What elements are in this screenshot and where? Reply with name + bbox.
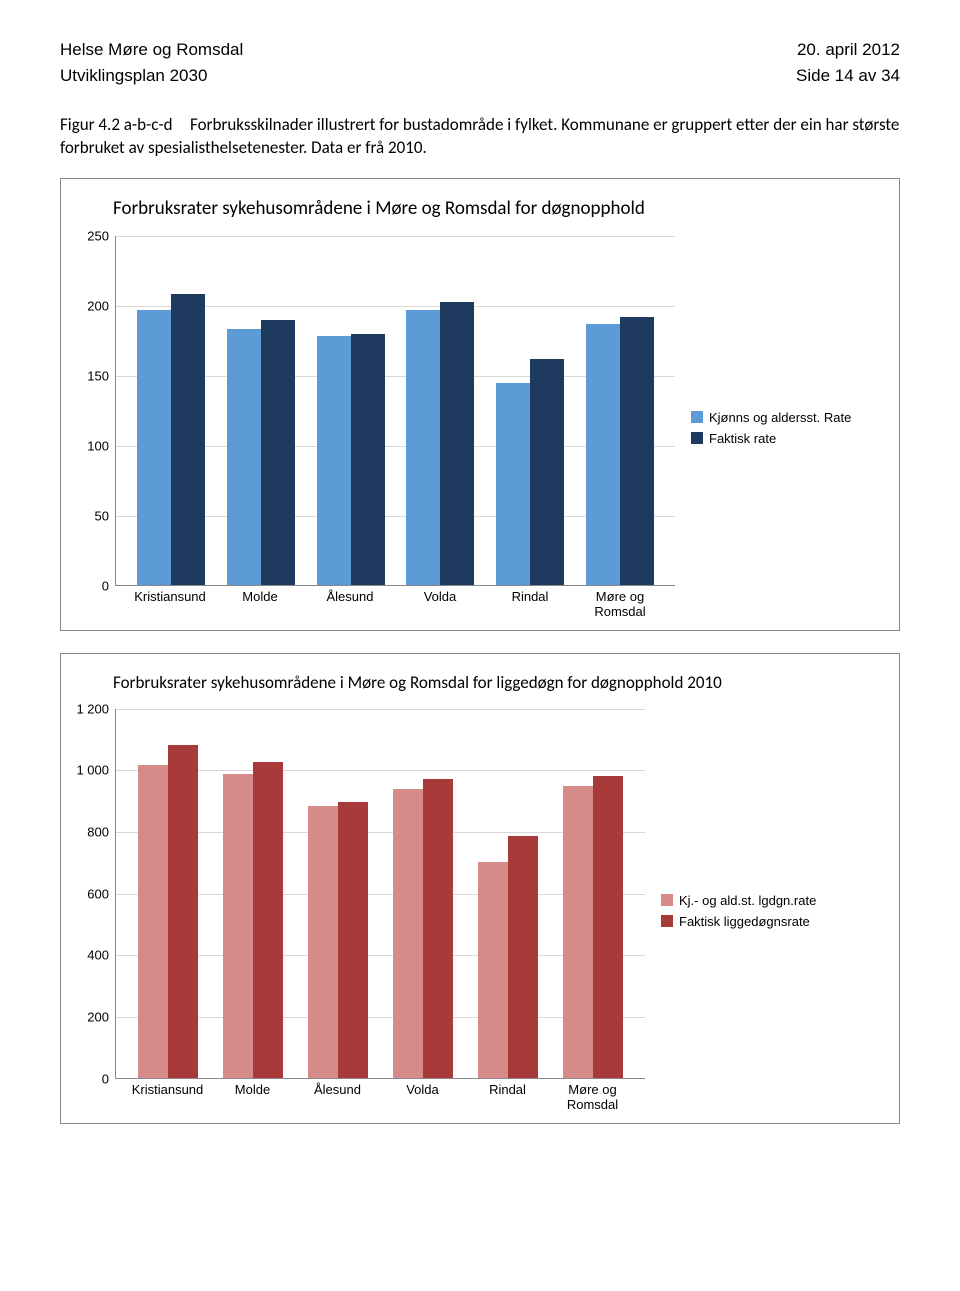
ytick-label: 800 <box>87 825 109 840</box>
xtick-label: Volda <box>396 590 484 620</box>
chart-2: Forbruksrater sykehusområdene i Møre og … <box>60 653 900 1124</box>
bar <box>308 806 338 1077</box>
legend-item: Faktisk liggedøgnsrate <box>661 914 887 929</box>
legend-swatch <box>691 432 703 444</box>
xtick-label: Rindal <box>486 590 574 620</box>
bar <box>478 862 508 1078</box>
chart-2-title: Forbruksrater sykehusområdene i Møre og … <box>113 672 887 693</box>
xtick-label: Kristiansund <box>128 1083 208 1113</box>
chart-1-xaxis: KristiansundMoldeÅlesundVoldaRindalMøre … <box>115 586 675 620</box>
chart-2-legend: Kj.- og ald.st. lgdgn.rate Faktisk ligged… <box>645 709 887 1113</box>
bar <box>138 765 168 1078</box>
ytick-label: 1 000 <box>76 763 109 778</box>
ytick-label: 600 <box>87 886 109 901</box>
bar-group <box>227 320 295 585</box>
bar <box>530 359 564 584</box>
bar <box>317 336 351 585</box>
xtick-label: Møre og Romsdal <box>553 1083 633 1113</box>
bar-group <box>496 359 564 584</box>
bar <box>620 317 654 584</box>
ytick-label: 200 <box>87 1010 109 1025</box>
xtick-label: Kristiansund <box>126 590 214 620</box>
bar <box>508 836 538 1078</box>
bar <box>338 802 368 1078</box>
bar-group <box>138 745 198 1078</box>
bar <box>253 762 283 1078</box>
ytick-label: 0 <box>102 1071 109 1086</box>
header-page: Side 14 av 34 <box>796 66 900 86</box>
xtick-label: Rindal <box>468 1083 548 1113</box>
ytick-label: 100 <box>87 438 109 453</box>
bar <box>496 383 530 585</box>
ytick-label: 400 <box>87 948 109 963</box>
legend-label: Faktisk rate <box>709 431 776 446</box>
bar <box>393 789 423 1077</box>
legend-label: Kj.- og ald.st. lgdgn.rate <box>679 893 816 908</box>
legend-swatch <box>661 894 673 906</box>
bar <box>171 294 205 585</box>
bar-group <box>586 317 654 584</box>
bar <box>593 776 623 1078</box>
chart-1-title: Forbruksrater sykehusområdene i Møre og … <box>113 197 887 220</box>
bar <box>137 310 171 584</box>
bar <box>406 310 440 584</box>
xtick-label: Møre ogRomsdal <box>576 590 664 620</box>
legend-item: Kjønns og aldersst. Rate <box>691 410 887 425</box>
ytick-label: 1 200 <box>76 701 109 716</box>
chart-1-legend: Kjønns og aldersst. Rate Faktisk rate <box>675 236 887 620</box>
bar-group <box>563 776 623 1078</box>
header-plan: Utviklingsplan 2030 <box>60 66 207 86</box>
bar <box>351 334 385 585</box>
legend-label: Faktisk liggedøgnsrate <box>679 914 810 929</box>
ytick-label: 250 <box>87 228 109 243</box>
bar <box>440 302 474 585</box>
legend-item: Faktisk rate <box>691 431 887 446</box>
bar <box>227 329 261 585</box>
chart-2-xaxis: KristiansundMoldeÅlesundVoldaRindalMøre … <box>115 1079 645 1113</box>
bar <box>168 745 198 1078</box>
chart-1: Forbruksrater sykehusområdene i Møre og … <box>60 178 900 631</box>
legend-item: Kj.- og ald.st. lgdgn.rate <box>661 893 887 908</box>
header-org: Helse Møre og Romsdal <box>60 40 243 60</box>
bar-group <box>317 334 385 585</box>
bar <box>223 774 253 1078</box>
chart-2-plot <box>115 709 645 1079</box>
bar-group <box>223 762 283 1078</box>
figure-number: Figur 4.2 a-b-c-d <box>60 114 190 137</box>
ytick-label: 200 <box>87 298 109 313</box>
bar <box>261 320 295 585</box>
bar-group <box>393 779 453 1078</box>
legend-swatch <box>691 411 703 423</box>
ytick-label: 0 <box>102 578 109 593</box>
legend-label: Kjønns og aldersst. Rate <box>709 410 851 425</box>
xtick-label: Ålesund <box>298 1083 378 1113</box>
figure-caption: Figur 4.2 a-b-c-dForbruksskilnader illus… <box>60 114 900 160</box>
bar-group <box>137 294 205 585</box>
xtick-label: Molde <box>213 1083 293 1113</box>
header-date: 20. april 2012 <box>797 40 900 60</box>
xtick-label: Volda <box>383 1083 463 1113</box>
bar <box>563 786 593 1077</box>
chart-1-yaxis: 050100150200250 <box>73 236 115 586</box>
bar-group <box>478 836 538 1078</box>
bar-group <box>308 802 368 1078</box>
ytick-label: 50 <box>95 508 109 523</box>
chart-2-yaxis: 02004006008001 0001 200 <box>73 709 115 1079</box>
bar <box>423 779 453 1078</box>
legend-swatch <box>661 915 673 927</box>
bar <box>586 324 620 584</box>
xtick-label: Molde <box>216 590 304 620</box>
ytick-label: 150 <box>87 368 109 383</box>
bar-group <box>406 302 474 585</box>
xtick-label: Ålesund <box>306 590 394 620</box>
chart-1-plot <box>115 236 675 586</box>
